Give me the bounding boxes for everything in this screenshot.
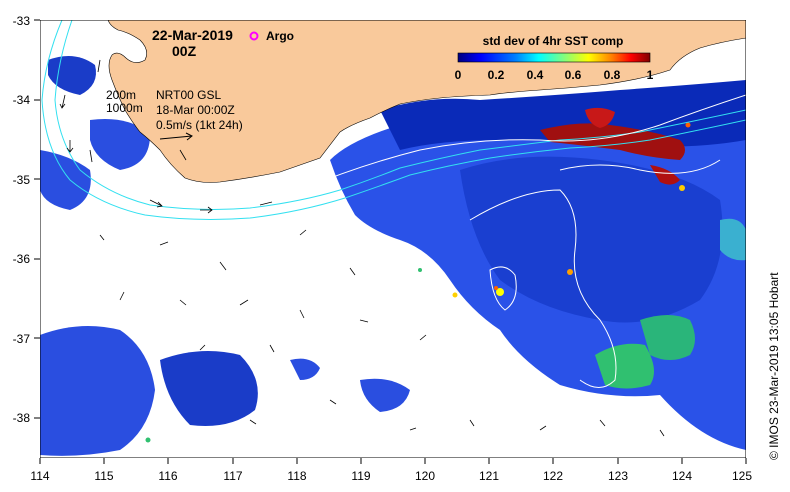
colorbar-title: std dev of 4hr SST comp bbox=[483, 34, 624, 48]
sst-field bbox=[40, 56, 746, 456]
lon-tick-label: 122 bbox=[543, 469, 563, 483]
lon-tick-label: 125 bbox=[732, 469, 752, 483]
lon-tick-label: 115 bbox=[94, 469, 113, 483]
lat-axis bbox=[34, 19, 40, 419]
source-date-label: 18-Mar 00:00Z bbox=[156, 103, 235, 117]
lon-tick-label: 124 bbox=[672, 469, 692, 483]
current-vectors bbox=[59, 59, 665, 437]
lon-axis bbox=[39, 458, 747, 464]
argo-label: Argo bbox=[266, 29, 294, 43]
lat-tick-label: -34 bbox=[13, 93, 31, 107]
date-label: 22-Mar-2019 bbox=[152, 27, 233, 43]
lon-tick-label: 118 bbox=[287, 469, 306, 483]
isobath-1000m bbox=[41, 20, 746, 220]
depth-200-label: 200m bbox=[106, 88, 136, 102]
colorbar-tick: 0.6 bbox=[565, 68, 582, 82]
lon-tick-label: 117 bbox=[223, 469, 242, 483]
lon-tick-label: 123 bbox=[608, 469, 628, 483]
scale-arrow-icon bbox=[159, 132, 193, 141]
time-label: 00Z bbox=[172, 43, 197, 59]
colorbar-tick: 1 bbox=[647, 68, 654, 82]
lat-tick-label: -37 bbox=[13, 332, 31, 346]
lon-tick-label: 114 bbox=[30, 469, 49, 483]
isobath-200m bbox=[54, 20, 746, 210]
lon-tick-label: 116 bbox=[158, 469, 177, 483]
lat-tick-label: -38 bbox=[13, 411, 31, 425]
depth-1000-label: 1000m bbox=[106, 101, 143, 115]
colorbar-tick: 0.4 bbox=[527, 68, 544, 82]
source-label: NRT00 GSL bbox=[156, 88, 221, 102]
colorbar-tick: 0.2 bbox=[488, 68, 505, 82]
scale-label: 0.5m/s (1kt 24h) bbox=[156, 118, 243, 132]
colorbar-tick: 0 bbox=[455, 68, 462, 82]
lat-tick-label: -33 bbox=[13, 14, 31, 28]
colorbar-tick: 0.8 bbox=[604, 68, 621, 82]
lon-tick-label: 120 bbox=[415, 469, 435, 483]
credit-label: © IMOS 23-Mar-2019 13:05 Hobart bbox=[767, 272, 781, 460]
lat-tick-label: -35 bbox=[13, 173, 31, 187]
lat-tick-label: -36 bbox=[13, 252, 31, 266]
sst-contours bbox=[299, 94, 746, 388]
argo-marker-icon bbox=[249, 31, 259, 41]
colorbar bbox=[457, 52, 651, 63]
lon-tick-label: 119 bbox=[351, 469, 370, 483]
lon-tick-label: 121 bbox=[479, 469, 499, 483]
